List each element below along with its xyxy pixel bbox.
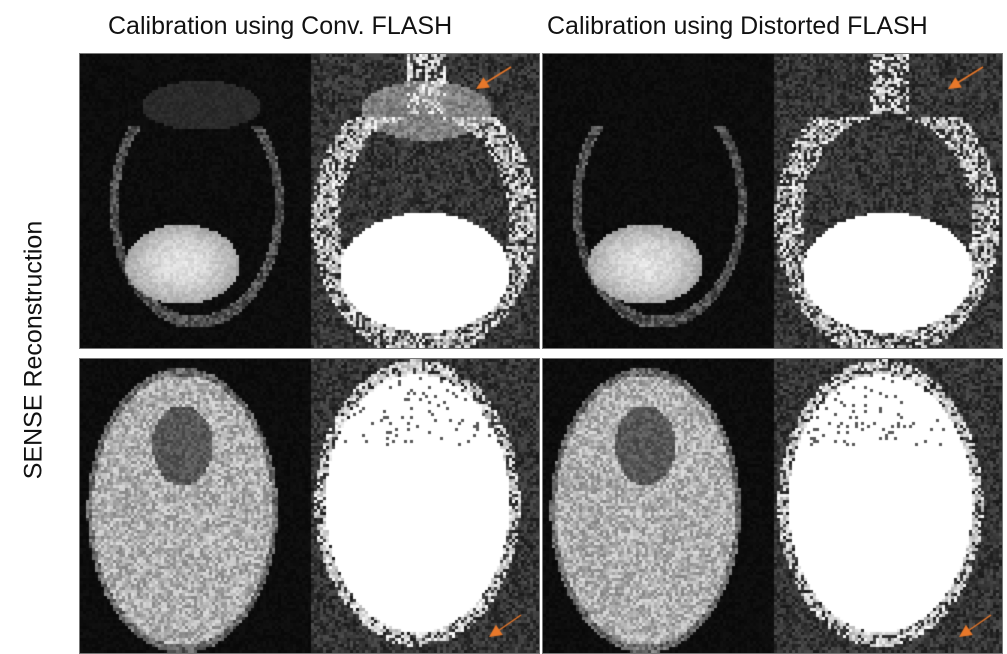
panel-top-distorted-flash xyxy=(542,53,1003,349)
panel-bottom-distorted-flash xyxy=(542,358,1003,654)
column-title-distorted-flash: Calibration using Distorted FLASH xyxy=(547,12,928,40)
column-title-conv-flash: Calibration using Conv. FLASH xyxy=(108,12,453,40)
row-label-sense: SENSE Reconstruction xyxy=(19,220,48,480)
panel-top-conv-flash xyxy=(79,53,540,349)
panel-bottom-conv-flash xyxy=(79,358,540,654)
